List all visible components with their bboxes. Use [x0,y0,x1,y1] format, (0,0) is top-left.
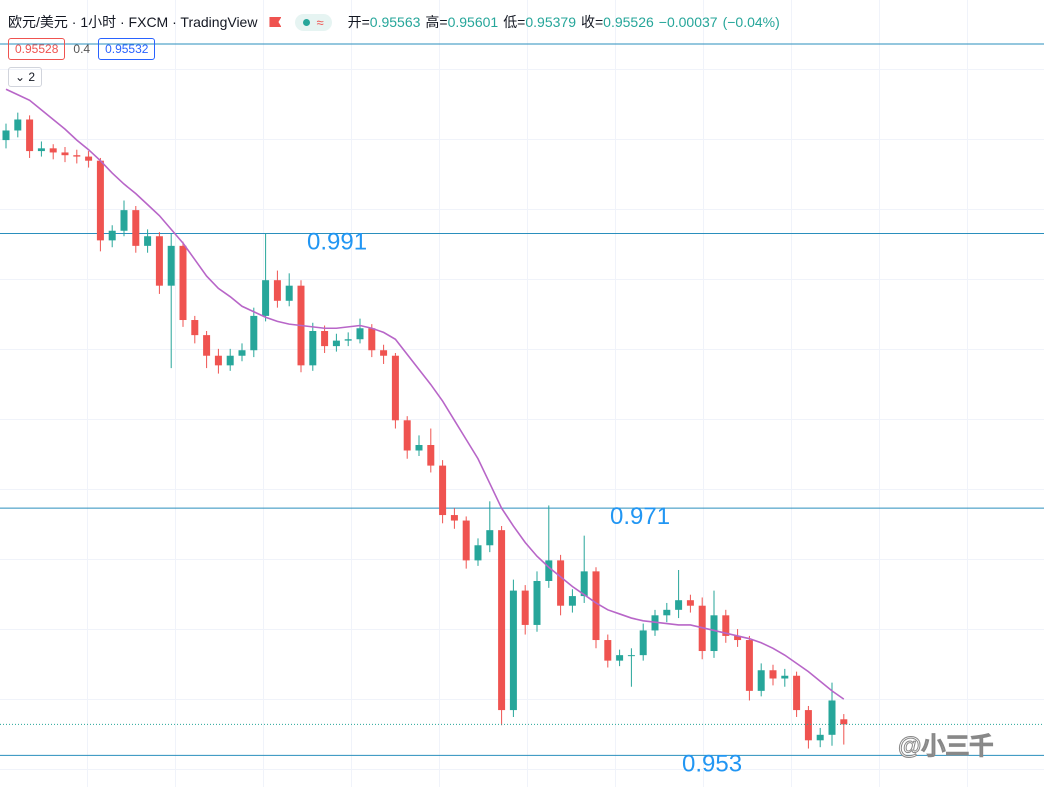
candle-body [415,445,423,451]
legend-bar: 欧元/美元 · 1小时 · FXCM · TradingView ≈ 开= 0.9… [8,12,785,32]
candle-body [521,590,529,625]
close-value: 0.95526 [603,14,654,30]
candle-body [120,210,128,231]
open-label: 开= [347,14,370,30]
open-value: 0.95563 [369,14,421,30]
candle-body [391,355,399,421]
candle-body [85,156,93,161]
candle-body [734,635,742,641]
candle-body [250,315,258,351]
candle-body [226,355,234,366]
ask-price[interactable]: 0.95532 [98,38,156,60]
candle-body [639,630,647,656]
level-label: 0.991 [307,228,367,255]
candle-body [179,245,187,321]
candle-body [203,335,211,356]
candle-body [380,350,388,356]
candle-body [344,339,352,341]
flag-icon[interactable] [269,17,282,27]
candle-body [214,355,222,366]
candle-body [816,734,824,741]
candle-body [26,119,34,152]
candle-body [238,350,246,356]
candle-body [663,609,671,616]
candle-body [498,530,506,711]
candle-body [686,600,694,606]
close-label: 收= [580,14,604,30]
candle-body [568,596,576,606]
candle-body [191,320,199,336]
candle-body [309,331,317,366]
high-label: 高= [425,14,448,30]
candle-body [462,520,470,561]
candle-body [604,640,612,661]
candle-body [61,152,69,156]
candle-body [73,155,81,157]
candle-body [321,331,329,347]
candle-body [533,580,541,625]
level-label: 0.953 [682,750,742,777]
candle-body [474,545,482,561]
candle-body [332,340,340,347]
candle-body [757,670,765,691]
candle-body [769,670,777,679]
change-value: −0.00037 [658,14,718,30]
candle-body [439,465,447,516]
watermark: @小三千 [897,733,994,761]
indicator-toggle[interactable]: ⌄ 2 [8,67,43,87]
candle-body [132,210,140,246]
candle-body [627,655,635,657]
candle-body [96,160,104,241]
bid-price[interactable]: 0.95528 [8,38,66,60]
high-value: 0.95601 [447,14,499,30]
candle-body [144,236,152,246]
candle-body [710,615,718,652]
candle-body [167,245,175,286]
spread: 0.4 [73,42,91,56]
candle-body [2,130,10,141]
quote-row: 0.95528 0.4 0.95532 [8,38,156,60]
candle-body [722,615,730,636]
candle-body [273,280,281,301]
candle-body [37,148,45,152]
moving-average-line [5,88,845,700]
level-label: 0.971 [610,503,670,530]
low-value: 0.95379 [525,14,576,30]
candle-body [403,420,411,451]
candle-body [580,571,588,597]
candle-body [49,148,57,153]
candle-body [285,285,293,301]
symbol-title[interactable]: 欧元/美元 · 1小时 · FXCM · TradingView [8,14,258,30]
candle-body [616,655,624,661]
candle-body [675,600,683,610]
candle-body [108,230,116,241]
candle-body [828,700,836,735]
candle-body [14,119,22,131]
candle-body [427,445,435,466]
candle-body [745,640,753,691]
candle-body [804,710,812,741]
candle-body [793,675,801,711]
candle-body [356,328,364,340]
candle-body [592,571,600,641]
status-pill[interactable]: ≈ [295,13,332,31]
low-label: 低= [503,14,526,30]
candle-body [545,560,553,581]
candle-body [486,530,494,546]
candle-body [781,675,789,679]
indicator-count: 2 [28,70,36,84]
candle-body [450,515,458,521]
candle-body [155,236,163,286]
candle-body [509,590,517,711]
candle-body [262,280,270,316]
candle-body [840,719,848,725]
change-percent: (−0.04%) [722,14,780,30]
candle-body [557,560,565,606]
candle-body [368,328,376,351]
